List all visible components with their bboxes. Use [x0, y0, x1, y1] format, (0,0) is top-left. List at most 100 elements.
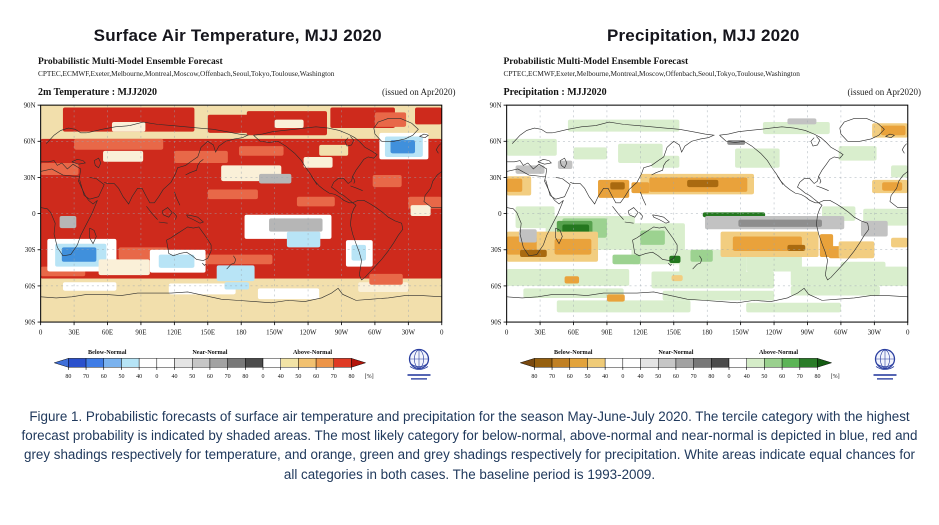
svg-text:50: 50: [655, 373, 661, 379]
svg-text:50: 50: [189, 373, 195, 379]
svg-text:Below-Normal: Below-Normal: [554, 348, 593, 355]
svg-text:40: 40: [743, 373, 749, 379]
svg-text:60W: 60W: [834, 328, 848, 336]
svg-text:70: 70: [225, 373, 231, 379]
svg-text:60: 60: [313, 373, 319, 379]
precipitation-title: Precipitation, MJJ 2020: [606, 26, 800, 45]
temperature-colorbar: 80 70 60 50 40 0 40 50 60 70 80 0 40 50 60 70 80 [%] Below…: [53, 348, 374, 379]
svg-text:Near-Normal: Near-Normal: [192, 348, 227, 355]
svg-text:120W: 120W: [765, 328, 782, 336]
svg-text:90S: 90S: [25, 319, 36, 327]
svg-text:80: 80: [348, 373, 354, 379]
wmo-emblem: [873, 348, 896, 380]
svg-text:0: 0: [440, 328, 444, 336]
svg-text:40: 40: [637, 373, 643, 379]
precipitation-colorbar-row: 80 70 60 50 40 0 40 50 60 70 80 0 40 50 60 70 80 [%] Below…: [506, 346, 930, 387]
svg-text:60: 60: [779, 373, 785, 379]
map-variable-label: Precipitation : MJJ2020: [503, 87, 607, 98]
svg-text:80: 80: [531, 373, 537, 379]
ensemble-forecast-label: Probabilistic Multi-Model Ensemble Forec…: [38, 57, 223, 67]
svg-text:0: 0: [155, 373, 158, 379]
svg-text:0: 0: [504, 328, 508, 336]
svg-text:40: 40: [136, 373, 142, 379]
temperature-title: Surface Air Temperature, MJJ 2020: [93, 26, 382, 45]
svg-text:60S: 60S: [490, 282, 501, 290]
svg-text:0: 0: [727, 373, 730, 379]
svg-text:180: 180: [236, 328, 247, 336]
svg-text:90N: 90N: [24, 102, 36, 110]
svg-text:60: 60: [207, 373, 213, 379]
svg-text:30N: 30N: [24, 174, 36, 182]
svg-text:150E: 150E: [200, 328, 215, 336]
svg-text:60E: 60E: [567, 328, 578, 336]
svg-text:Below-Normal: Below-Normal: [88, 348, 127, 355]
wmo-logo-icon: [407, 348, 431, 380]
svg-text:80: 80: [814, 373, 820, 379]
svg-text:120E: 120E: [633, 328, 648, 336]
figure-caption: Figure 1. Probabilistic forecasts of sur…: [21, 408, 918, 482]
svg-text:90S: 90S: [490, 319, 501, 327]
issued-label: (issued on Apr2020): [847, 87, 922, 97]
svg-text:[%]: [%]: [365, 373, 374, 379]
svg-text:60E: 60E: [102, 328, 113, 336]
svg-text:40: 40: [172, 373, 178, 379]
temperature-header: Probabilistic Multi-Model Ensemble Forec…: [38, 57, 464, 78]
svg-text:Near-Normal: Near-Normal: [658, 348, 693, 355]
svg-text:60W: 60W: [368, 328, 382, 336]
svg-text:[%]: [%]: [830, 373, 839, 379]
issued-label: (issued on Apr2020): [382, 87, 456, 97]
map-panels: Surface Air Temperature, MJJ 2020 Probab…: [24, 26, 930, 387]
svg-text:40: 40: [602, 373, 608, 379]
temperature-colorbar-row: 80 70 60 50 40 0 40 50 60 70 80 0 40 50 60 70 80 [%] Below…: [40, 346, 464, 387]
svg-text:90W: 90W: [335, 328, 349, 336]
svg-text:60N: 60N: [489, 138, 501, 146]
wmo-logo-icon: [873, 348, 896, 380]
svg-text:90E: 90E: [601, 328, 612, 336]
temperature-maplabel-row: 2m Temperature : MJJ2020 (issued on Apr2…: [38, 87, 456, 98]
svg-text:60S: 60S: [25, 282, 36, 290]
svg-text:70: 70: [331, 373, 337, 379]
svg-text:80: 80: [708, 373, 714, 379]
svg-text:0: 0: [32, 210, 36, 218]
svg-text:70: 70: [690, 373, 696, 379]
svg-text:Above-Normal: Above-Normal: [758, 348, 797, 355]
svg-text:90E: 90E: [135, 328, 146, 336]
svg-text:180: 180: [702, 328, 713, 336]
svg-text:0: 0: [262, 373, 265, 379]
svg-text:30S: 30S: [25, 246, 36, 254]
svg-text:50: 50: [761, 373, 767, 379]
map-variable-label: 2m Temperature : MJJ2020: [38, 87, 157, 98]
svg-text:60N: 60N: [24, 138, 36, 146]
ensemble-forecast-label: Probabilistic Multi-Model Ensemble Forec…: [503, 57, 689, 67]
precipitation-panel: Precipitation, MJJ 2020 Probabilistic Mu…: [478, 26, 930, 387]
svg-text:80: 80: [65, 373, 71, 379]
wmo-emblem: [407, 348, 431, 380]
svg-text:0: 0: [39, 328, 43, 336]
svg-text:0: 0: [621, 373, 624, 379]
svg-text:50: 50: [584, 373, 590, 379]
svg-text:0: 0: [498, 210, 502, 218]
svg-text:60: 60: [566, 373, 572, 379]
svg-text:30E: 30E: [68, 328, 79, 336]
svg-text:50: 50: [295, 373, 301, 379]
svg-text:70: 70: [83, 373, 89, 379]
svg-text:60: 60: [101, 373, 107, 379]
precipitation-colorbar: 80 70 60 50 40 0 40 50 60 70 80 0 40 50 60 70 80 [%] Below…: [518, 348, 839, 379]
svg-text:150W: 150W: [732, 328, 749, 336]
svg-text:30W: 30W: [867, 328, 881, 336]
svg-text:120W: 120W: [300, 328, 317, 336]
model-sources: CPTEC,ECMWF,Exeter,Melbourne,Montreal,Mo…: [503, 69, 800, 78]
svg-text:120E: 120E: [167, 328, 182, 336]
precipitation-header: Probabilistic Multi-Model Ensemble Forec…: [504, 57, 930, 78]
model-sources: CPTEC,ECMWF,Exeter,Melbourne,Montreal,Mo…: [38, 69, 335, 78]
svg-text:90W: 90W: [800, 328, 814, 336]
svg-text:90N: 90N: [489, 102, 501, 110]
svg-text:60: 60: [672, 373, 678, 379]
svg-text:150W: 150W: [266, 328, 283, 336]
svg-text:80: 80: [242, 373, 248, 379]
svg-text:30S: 30S: [490, 246, 501, 254]
svg-text:30W: 30W: [402, 328, 416, 336]
svg-text:150E: 150E: [666, 328, 681, 336]
